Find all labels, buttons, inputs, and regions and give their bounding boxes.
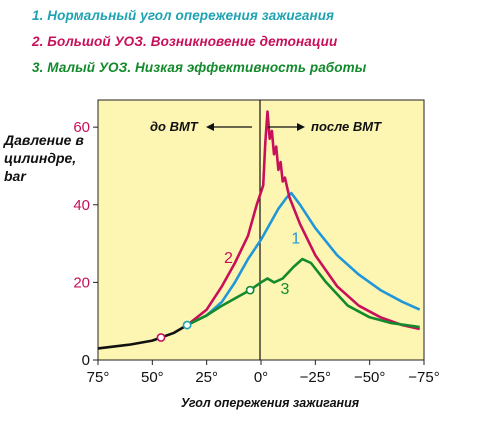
legend-item-2: 2. Большой УОЗ. Возникновение детонации: [32, 34, 338, 49]
x-tick-label: 25°: [195, 369, 218, 386]
x-tick-label: −75°: [408, 369, 439, 386]
legend-item-1: 1. Нормальный угол опережения зажигания: [32, 8, 335, 23]
y-tick-label: 0: [82, 352, 90, 369]
before-tdc-label: до ВМТ: [150, 119, 199, 134]
curve-label-2: 2: [224, 250, 233, 267]
x-tick-label: 50°: [141, 369, 164, 386]
x-tick-label: −50°: [354, 369, 385, 386]
ignition-point-marker-2: [182, 320, 192, 330]
y-tick-label: 60: [73, 119, 90, 136]
x-tick-label: −25°: [300, 369, 331, 386]
series-line-1: [186, 191, 421, 327]
x-axis-label: Угол опережения зажигания: [180, 396, 360, 410]
curve-label-1: 1: [291, 231, 300, 248]
after-tdc-arrowhead: [297, 123, 305, 131]
marker-layer: 2 1 3: [156, 231, 300, 342]
x-tick-label: 0°: [254, 369, 268, 386]
series-layer: [97, 110, 421, 350]
ignition-point-marker-3: [245, 285, 255, 295]
legend-item-3: 3. Малый УОЗ. Низкая эффективность работ…: [32, 60, 367, 75]
before-tdc-arrowhead: [206, 123, 214, 131]
plot-area: [97, 99, 425, 361]
series-line-3: [186, 257, 420, 329]
curve-label-3: 3: [281, 281, 290, 298]
y-tick-label: 40: [73, 197, 90, 214]
ignition-point-marker-1: [156, 333, 166, 342]
series-line-2: [186, 110, 420, 331]
series-line-common: [97, 323, 188, 350]
ticks-layer: 75° 50° 25° 0° −25° −50° −75° 0 20 40 60: [73, 119, 439, 386]
y-axis-label: Давление в цилиндре, bar: [4, 132, 84, 184]
after-tdc-label: после ВМТ: [311, 119, 382, 134]
y-tick-label: 20: [73, 274, 90, 291]
x-tick-label: 75°: [87, 369, 110, 386]
